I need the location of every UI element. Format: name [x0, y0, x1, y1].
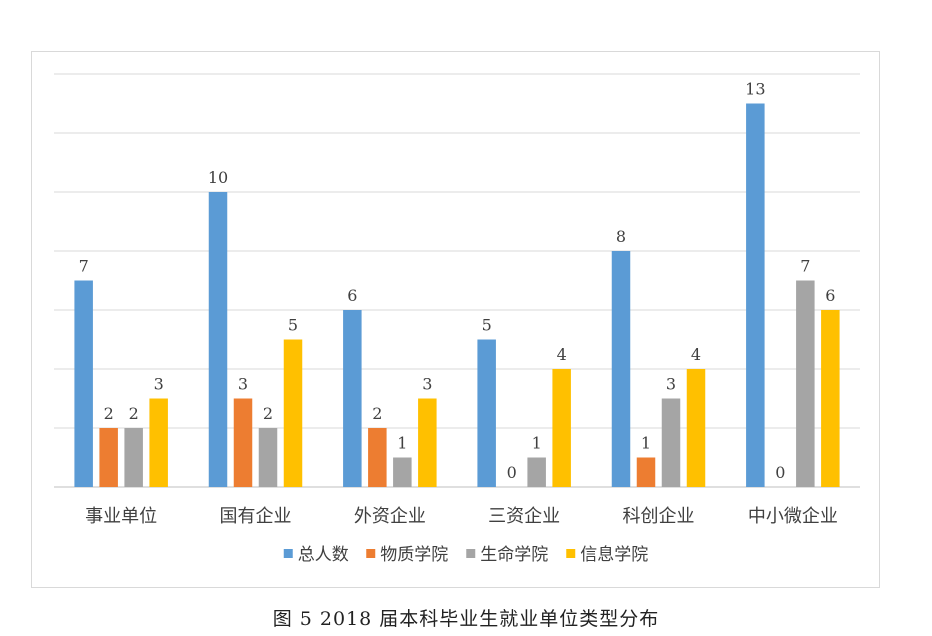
bar	[283, 339, 303, 487]
gridlines	[54, 73, 860, 488]
bar	[661, 398, 681, 487]
data-label: 13	[745, 80, 765, 99]
bar	[343, 310, 362, 487]
bar	[636, 457, 656, 487]
bar	[393, 457, 412, 487]
category-label: 国有企业	[220, 506, 292, 527]
bar	[796, 280, 815, 487]
bar-chart: 72 231032562135014813413076 事业单位 国有企业 外资企业三…	[54, 73, 860, 565]
data-label: 7	[800, 257, 810, 276]
bars	[74, 103, 840, 487]
data-label: 3	[422, 375, 432, 394]
data-label: 4	[691, 345, 701, 364]
legend-swatch	[566, 549, 576, 558]
data-label: 3	[238, 375, 248, 394]
legend-swatch	[283, 549, 293, 558]
category-label: 三资企业	[488, 506, 560, 527]
data-label: 10	[208, 168, 228, 187]
category-label: 中小微企业	[748, 506, 838, 527]
data-label: 3	[666, 375, 676, 394]
data-label: 5	[288, 316, 298, 335]
bar	[527, 457, 546, 487]
bar	[233, 398, 253, 487]
bar	[686, 369, 706, 487]
data-label: 6	[825, 286, 835, 305]
legend-swatch	[466, 549, 476, 558]
bar	[611, 251, 631, 487]
legend-label: 总人数	[298, 545, 349, 565]
data-label: 0	[507, 463, 517, 482]
data-label: 1	[532, 434, 542, 453]
legend-label: 信息学院	[580, 545, 648, 565]
data-label: 0	[775, 463, 785, 482]
bar	[258, 428, 278, 487]
bar	[477, 339, 496, 487]
data-label: 2	[129, 404, 139, 423]
bar	[418, 398, 437, 487]
bar	[208, 192, 228, 487]
data-label: 8	[616, 227, 626, 246]
bar	[746, 103, 765, 487]
bar	[368, 428, 387, 487]
bar	[552, 369, 571, 487]
data-label: 6	[347, 286, 357, 305]
data-label: 1	[397, 434, 407, 453]
bar	[124, 428, 143, 487]
bar	[149, 398, 168, 487]
bar	[99, 428, 118, 487]
bar	[821, 310, 840, 487]
data-label: 5	[482, 316, 492, 335]
data-label: 3	[154, 375, 164, 394]
data-label: 2	[263, 404, 273, 423]
chart-frame: 7 2 2 3 10 3 2 5 6 2 1 3 5 0 1 4 8 1 3 4 13 0 7 6 事业单位 国有企业 外资企业三…	[31, 51, 880, 588]
data-label: 7	[79, 257, 89, 276]
bar	[74, 280, 93, 487]
data-label: 2	[372, 404, 382, 423]
legend-label: 物质学院	[380, 545, 448, 565]
category-label: 科创企业	[623, 506, 695, 527]
legend-label: 生命学院	[480, 545, 548, 565]
category-labels: 事业单位 国有企业 外资企业 三资企业 科创企业 中小微企业	[85, 506, 838, 527]
category-label: 外资企业	[354, 506, 426, 527]
data-label: 2	[104, 404, 114, 423]
data-label: 4	[557, 345, 567, 364]
category-label: 事业单位	[85, 506, 157, 527]
data-label: 1	[641, 434, 651, 453]
figure-caption: 图 5 2018 届本科毕业生就业单位类型分布	[272, 608, 660, 630]
legend: 总人数 物质学院 生命学院 信息学院	[283, 545, 648, 565]
legend-swatch	[366, 549, 376, 558]
